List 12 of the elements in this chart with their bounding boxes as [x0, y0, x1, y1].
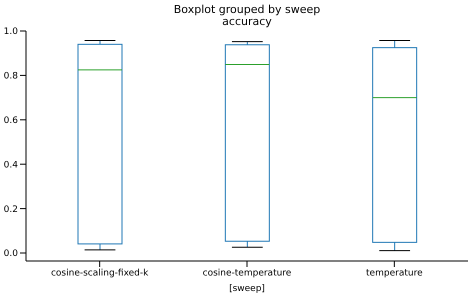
y-tick-label: 1.0 — [4, 27, 18, 38]
chart-subtitle: accuracy — [222, 15, 272, 28]
y-tick-label: 0.0 — [4, 249, 18, 260]
y-tick-label: 0.6 — [4, 116, 18, 126]
y-tick-label: 0.4 — [4, 160, 18, 170]
x-tick-label: cosine-temperature — [202, 268, 292, 278]
chart-title: Boxplot grouped by sweep — [172, 3, 322, 16]
x-tick-label: temperature — [366, 268, 424, 278]
x-axis-title: [sweep] — [229, 284, 265, 293]
y-tick-label: 0.8 — [4, 72, 18, 82]
y-tick-label: 0.2 — [4, 204, 18, 215]
x-tick-label: cosine-scaling-fixed-k — [50, 268, 150, 278]
